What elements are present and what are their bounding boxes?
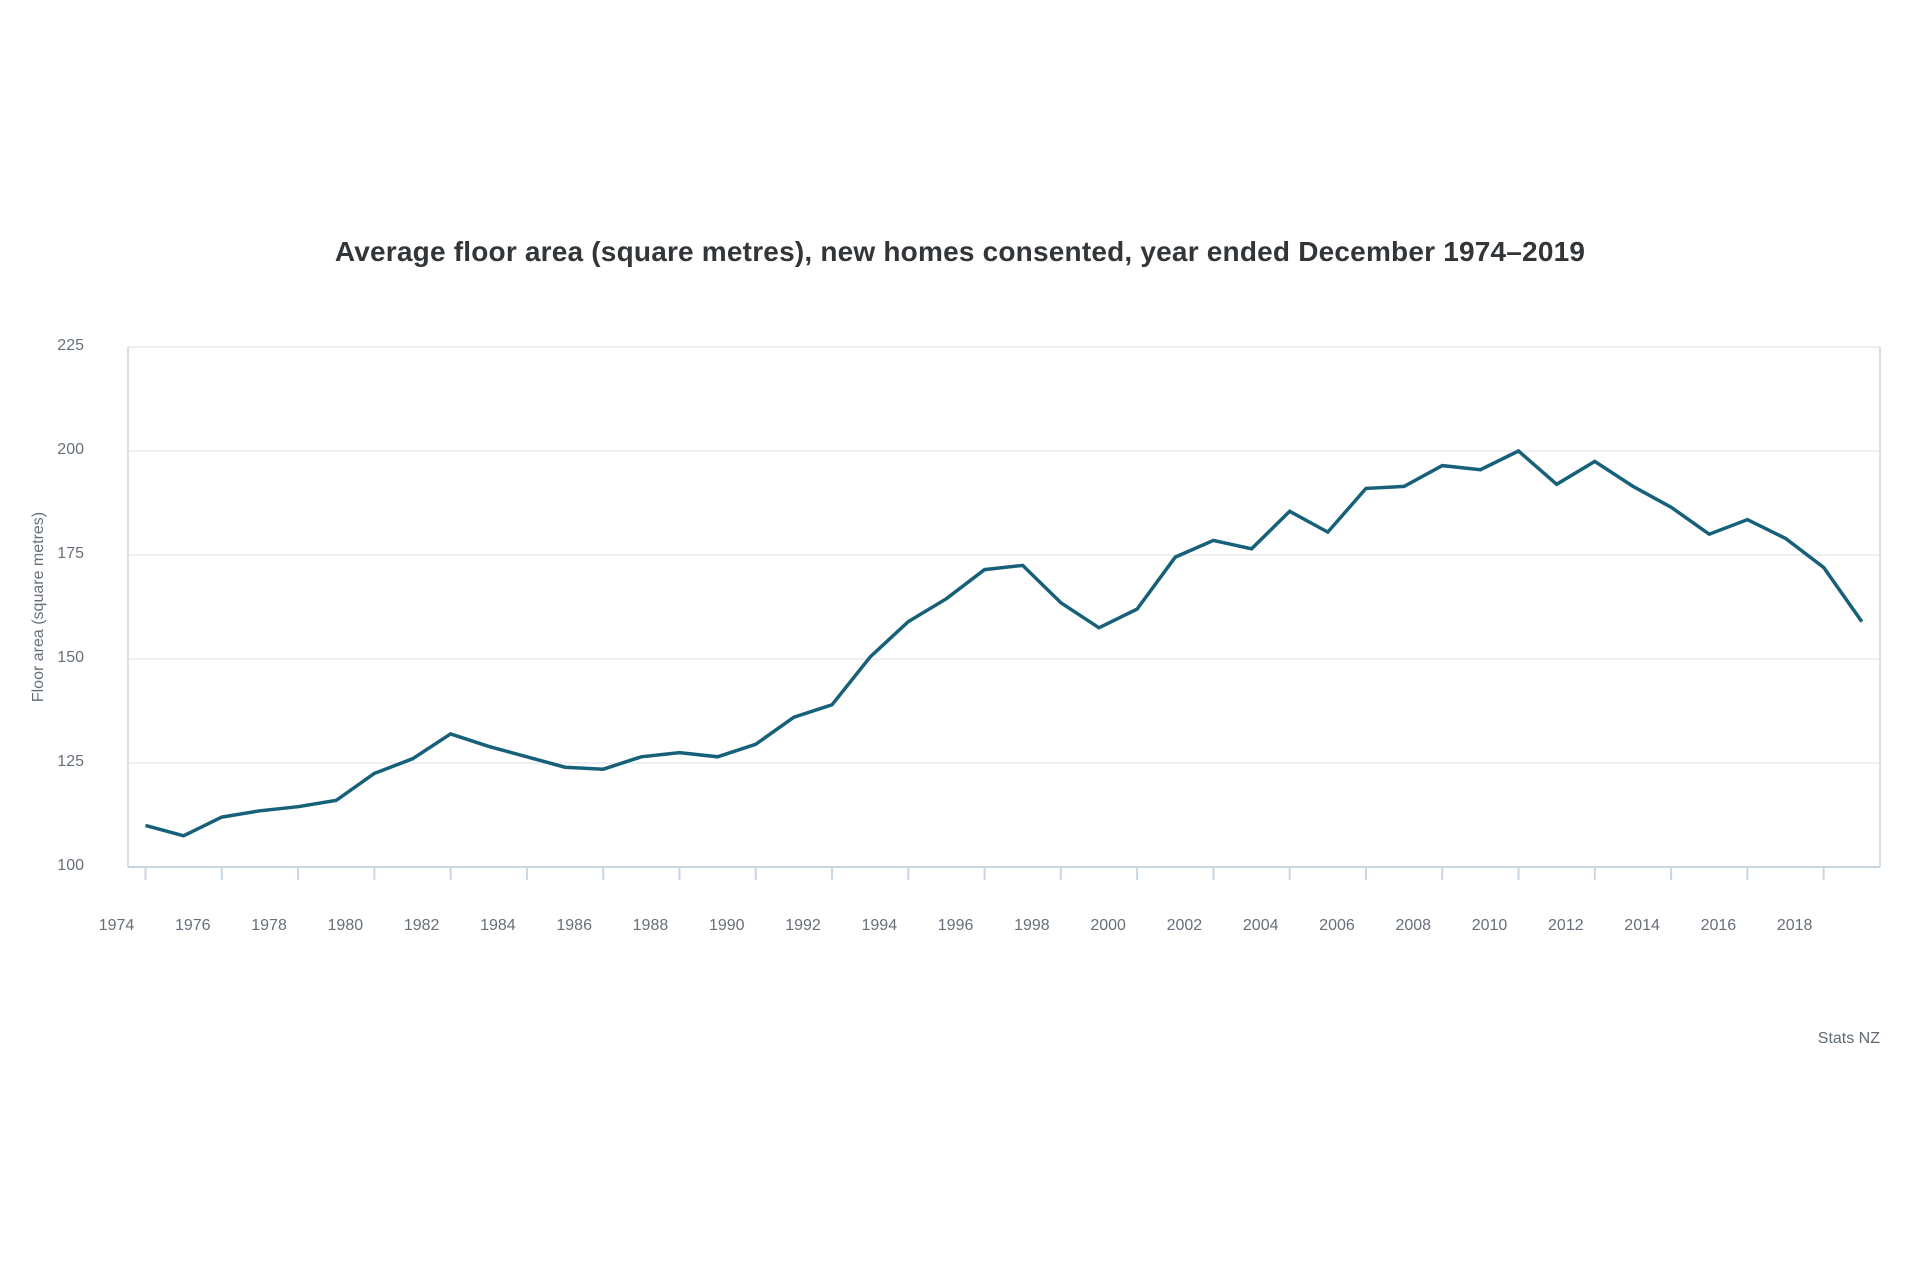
x-tick-label: 2010 [1471, 917, 1508, 934]
x-tick-label: 2014 [1624, 917, 1660, 934]
chart-title: Average floor area (square metres), new … [334, 236, 1586, 267]
x-tick-label: 1986 [556, 917, 592, 934]
x-tick-label: 2012 [1548, 917, 1584, 934]
x-tick-label: 1982 [403, 917, 440, 934]
x-tick-label: 1974 [98, 917, 135, 934]
y-tick-label: 175 [57, 545, 84, 562]
y-tick-label: 100 [57, 857, 84, 874]
y-tick-label: 225 [57, 337, 84, 354]
x-tick-label: 2018 [1776, 917, 1813, 934]
x-tick-label: 1988 [632, 917, 669, 934]
source-label: Stats NZ [1817, 1030, 1880, 1047]
x-tick-label: 2016 [1700, 917, 1737, 934]
x-tick-label: 2000 [1090, 917, 1126, 934]
x-tick-label: 1984 [480, 917, 516, 934]
x-tick-label: 1978 [251, 917, 287, 934]
x-tick-label: 1996 [937, 917, 974, 934]
x-tick-label: 2004 [1242, 917, 1279, 934]
x-tick-label: 1976 [174, 917, 211, 934]
y-tick-label: 200 [57, 441, 84, 458]
x-tick-label: 2002 [1166, 917, 1203, 934]
x-tick-label: 1990 [708, 917, 745, 934]
x-tick-label: 2006 [1319, 917, 1355, 934]
x-tick-label: 2008 [1395, 917, 1432, 934]
x-tick-label: 1992 [785, 917, 821, 934]
x-tick-label: 1994 [861, 917, 898, 934]
floor-area-line-series [145, 448, 1864, 838]
x-tick-label: 1980 [327, 917, 364, 934]
y-tick-label: 125 [57, 753, 84, 770]
x-tick-label: 1998 [1014, 917, 1050, 934]
y-tick-label: 150 [57, 649, 84, 666]
